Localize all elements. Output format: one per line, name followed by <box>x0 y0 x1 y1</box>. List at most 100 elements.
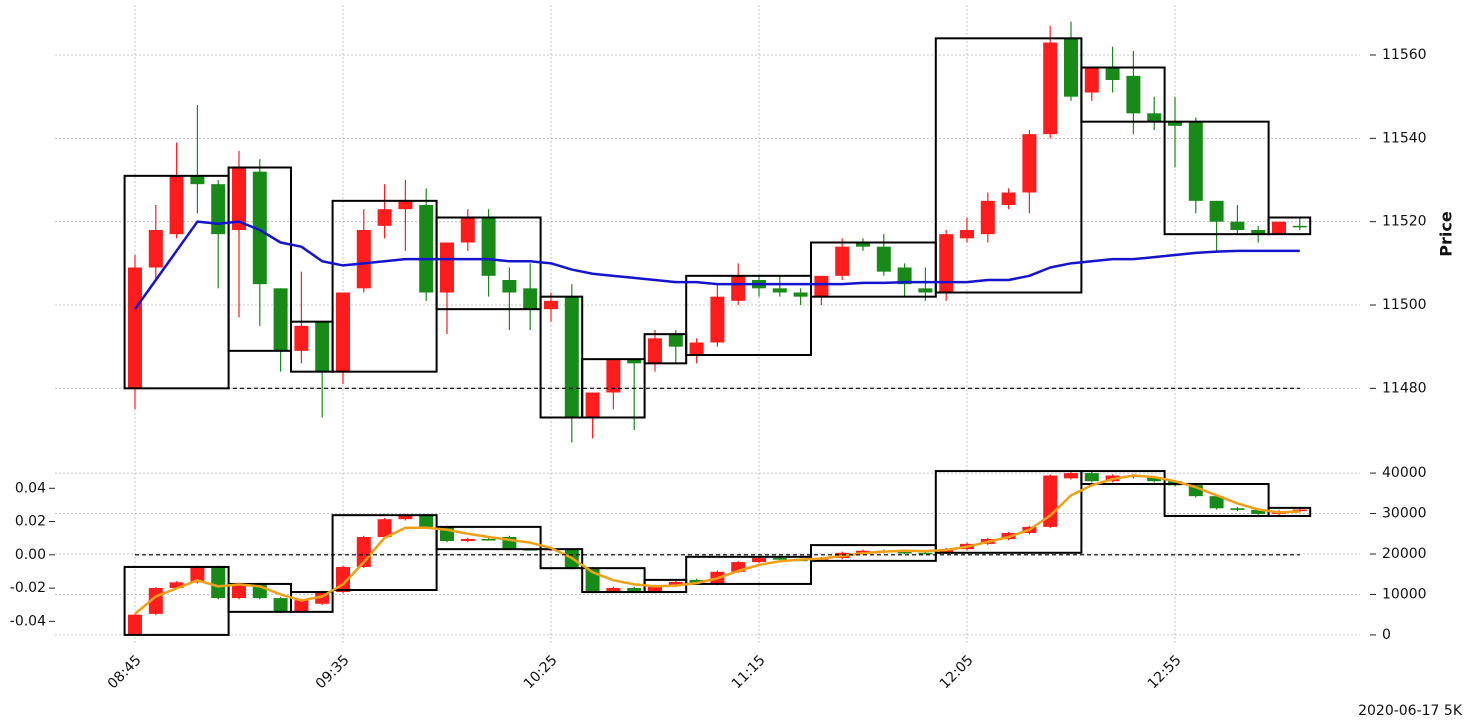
candle-body <box>772 558 787 560</box>
candle-body <box>1084 473 1099 482</box>
candle-body <box>793 292 808 297</box>
candle-body <box>1188 485 1203 497</box>
candle-body <box>897 267 912 285</box>
candle-body <box>1064 38 1078 97</box>
candle-body <box>523 288 538 310</box>
candle-body <box>1209 496 1224 509</box>
x-tick-label: 12:55 <box>1145 652 1185 692</box>
x-tick-label: 11:15 <box>729 652 769 692</box>
box <box>290 591 334 613</box>
y-tick-label: 11500 <box>1382 297 1427 313</box>
candle-body <box>1292 225 1307 228</box>
candle-body <box>980 200 995 235</box>
candle-body <box>377 519 392 538</box>
box <box>581 358 646 419</box>
candle-body <box>398 515 413 520</box>
line <box>134 474 1300 615</box>
candle-body <box>856 550 870 553</box>
box <box>227 166 293 352</box>
candle-body <box>1292 509 1307 512</box>
candle-body <box>876 246 891 272</box>
candle-body <box>211 566 226 599</box>
footer: 2020-06-17 5K <box>1358 703 1463 719</box>
line <box>133 220 1300 310</box>
candle-body <box>1084 67 1099 93</box>
candle-body <box>564 296 579 418</box>
candle-body <box>606 359 621 393</box>
candle-body <box>939 234 954 293</box>
candle-body <box>710 296 725 343</box>
candle-body <box>1188 121 1203 201</box>
y-tick-label: 0.04 <box>15 480 46 496</box>
candle-body <box>918 288 933 293</box>
candle-body <box>460 217 475 243</box>
y-tick-label: 20000 <box>1382 546 1427 562</box>
y-tick-label: 11520 <box>1382 214 1427 230</box>
candle-body <box>1105 67 1120 80</box>
x-tick-label: 10:25 <box>521 652 561 692</box>
y-tick-label: 11540 <box>1382 130 1427 146</box>
candle-body <box>502 280 517 293</box>
candle-body <box>128 614 142 635</box>
y-tick-label: 0 <box>1382 627 1391 643</box>
box <box>1080 470 1166 486</box>
candle-body <box>398 200 413 210</box>
candle-body <box>481 539 496 541</box>
candle-body <box>960 230 974 239</box>
y-axis-label: Price <box>1437 211 1456 257</box>
box <box>810 241 937 298</box>
candle-body <box>419 205 434 293</box>
candle-body <box>1251 230 1266 235</box>
candle-body <box>315 592 330 604</box>
candle-body <box>1230 508 1245 510</box>
x-tick-label: 08:45 <box>105 652 145 692</box>
candle-body <box>1209 200 1224 222</box>
candle-body <box>668 334 683 347</box>
y-tick-label: 40000 <box>1382 465 1427 481</box>
candle-body <box>1043 42 1058 135</box>
y-tick-label: 30000 <box>1382 506 1427 522</box>
candle-body <box>689 342 704 355</box>
candle-body <box>273 598 288 612</box>
candle-body <box>169 175 184 235</box>
candle-body <box>211 184 226 235</box>
candle-body <box>731 275 746 301</box>
candle-body <box>356 230 371 289</box>
box <box>1163 120 1270 236</box>
candle-body <box>1230 221 1245 230</box>
candle-body <box>1064 473 1078 479</box>
candle-body <box>772 288 787 293</box>
candle-body <box>668 581 683 586</box>
candle-body <box>252 171 267 285</box>
candle-body <box>336 292 350 372</box>
candle-body <box>897 551 912 554</box>
candle-body <box>1126 75 1141 114</box>
candle-body <box>856 242 870 247</box>
candle-body <box>648 338 662 364</box>
candle-body <box>1272 221 1286 235</box>
y-tick-label: 11480 <box>1382 380 1427 396</box>
candle-body <box>419 515 434 527</box>
candle-body <box>232 583 246 599</box>
candle-body <box>294 325 309 351</box>
box <box>934 470 1083 554</box>
candle-body <box>1001 192 1016 205</box>
candle-body <box>1043 475 1058 527</box>
candle-body <box>481 217 496 276</box>
y-tick-label: 11560 <box>1382 47 1427 63</box>
candle-body <box>460 539 475 542</box>
candle-body <box>1168 121 1182 126</box>
box <box>1267 216 1312 236</box>
candle-body <box>918 552 933 555</box>
box <box>1080 66 1166 123</box>
candle-body <box>232 167 246 230</box>
candle-body <box>544 300 558 310</box>
box <box>331 514 438 592</box>
candle-body <box>752 558 766 563</box>
candle-body <box>190 566 205 583</box>
candle-body <box>273 288 288 351</box>
candle-body <box>585 392 600 418</box>
x-tick-label: 12:05 <box>937 652 977 692</box>
